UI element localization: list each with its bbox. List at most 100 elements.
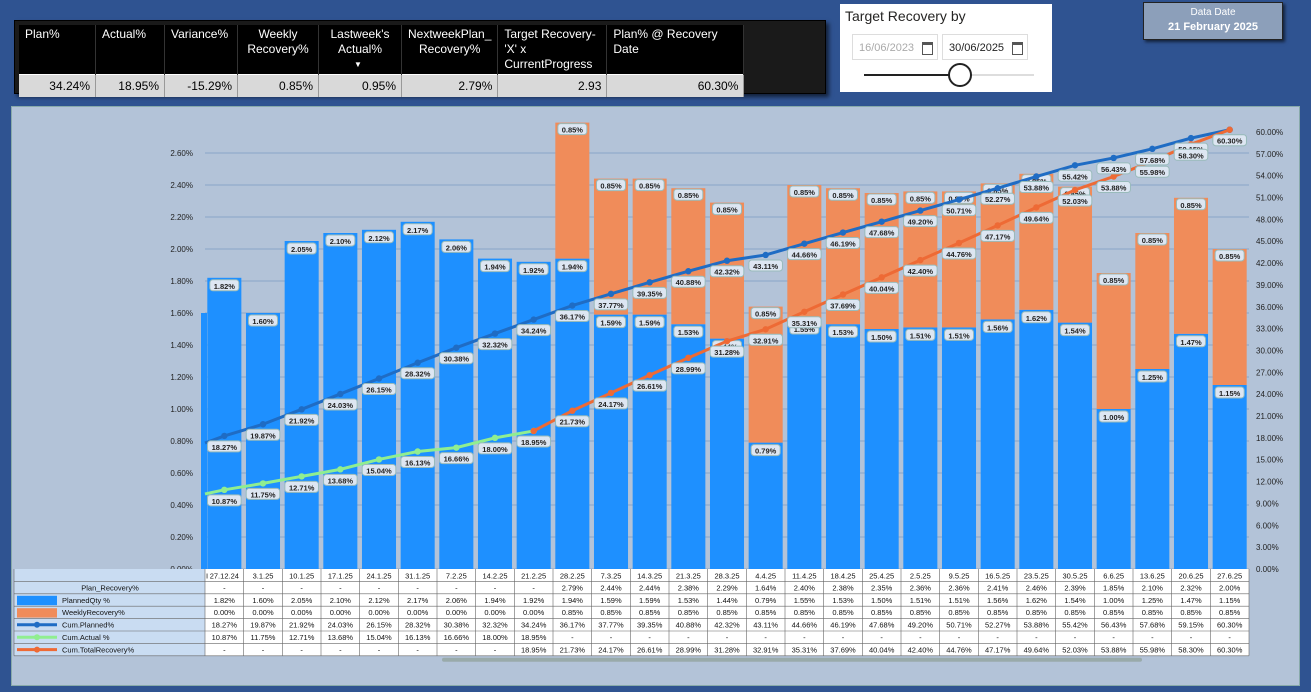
- cum-actual-point[interactable]: [298, 473, 305, 480]
- cum-total-recovery-point[interactable]: [530, 427, 537, 435]
- cum-actual-point[interactable]: [221, 486, 228, 494]
- cum-planned-point[interactable]: [298, 406, 305, 413]
- cum-total-recovery-point[interactable]: [1226, 126, 1233, 133]
- bar-planned-qty[interactable]: [825, 324, 861, 569]
- bar-weekly-recovery[interactable]: [1135, 233, 1170, 369]
- bar-weekly-recovery[interactable]: [1019, 173, 1054, 310]
- cum-planned-point[interactable]: [491, 330, 499, 337]
- kpi-header-actual[interactable]: Actual%: [95, 25, 165, 75]
- cum-planned-point[interactable]: [1071, 162, 1079, 169]
- cum-planned-point[interactable]: [375, 375, 383, 382]
- bar-planned-qty[interactable]: [477, 258, 513, 569]
- cum-planned-point[interactable]: [259, 421, 267, 428]
- cum-planned-point[interactable]: [1187, 134, 1195, 142]
- cum-total-recovery-point[interactable]: [607, 389, 615, 397]
- bar-weekly-recovery[interactable]: [1212, 249, 1247, 385]
- cum-total-recovery-point[interactable]: [1071, 186, 1079, 194]
- cum-planned-point[interactable]: [337, 390, 344, 398]
- cum-planned-point[interactable]: [994, 185, 1001, 192]
- cum-actual-point[interactable]: [491, 434, 499, 442]
- bar-planned-qty[interactable]: [1212, 385, 1247, 569]
- bar-planned-qty[interactable]: [864, 329, 899, 569]
- bar-planned-qty[interactable]: [439, 239, 474, 569]
- cum-total-recovery-point[interactable]: [762, 326, 769, 333]
- cum-planned-point[interactable]: [839, 229, 847, 236]
- cum-planned-point[interactable]: [1033, 173, 1040, 180]
- cum-planned-point[interactable]: [569, 302, 576, 309]
- kpi-header-weekly-recovery[interactable]: Weekly Recovery%: [237, 25, 319, 75]
- bar-planned-qty[interactable]: [632, 314, 667, 569]
- kpi-header-target-recovery[interactable]: Target Recovery-'X' x CurrentProgress: [497, 25, 608, 75]
- bar-planned-qty[interactable]: [941, 327, 977, 569]
- bar-weekly-recovery[interactable]: [864, 193, 899, 329]
- bar-planned-qty[interactable]: [1135, 369, 1170, 569]
- bar-weekly-recovery[interactable]: [1173, 197, 1209, 334]
- cum-planned-point[interactable]: [453, 344, 460, 351]
- bar-weekly-recovery[interactable]: [1096, 273, 1131, 409]
- cum-planned-point[interactable]: [1110, 154, 1117, 162]
- bar-planned-qty[interactable]: [903, 327, 938, 569]
- table-cell: -: [494, 583, 497, 592]
- kpi-header-plan[interactable]: Plan%: [19, 25, 96, 75]
- cum-actual-point[interactable]: [375, 456, 383, 463]
- date-slider-handle[interactable]: [948, 63, 972, 87]
- cum-planned-point[interactable]: [762, 251, 769, 259]
- cum-total-recovery-point[interactable]: [994, 222, 1001, 229]
- cum-total-recovery-point[interactable]: [917, 256, 924, 264]
- bar-weekly-recovery[interactable]: [1057, 186, 1093, 323]
- kpi-header-nextweek-plan[interactable]: NextweekPlan_ Recovery%: [401, 25, 499, 75]
- kpi-header-lastweek-actual[interactable]: Lastweek's Actual% ▼: [318, 25, 402, 75]
- bar-planned-qty[interactable]: [1057, 322, 1093, 569]
- cum-planned-point[interactable]: [685, 268, 692, 275]
- bar-planned-qty[interactable]: [1173, 333, 1209, 569]
- cum-planned-point[interactable]: [607, 290, 615, 298]
- cum-planned-point[interactable]: [723, 257, 731, 264]
- bar-planned-qty[interactable]: [1096, 409, 1131, 569]
- cum-total-recovery-point[interactable]: [569, 407, 576, 414]
- cum-total-recovery-point[interactable]: [685, 354, 692, 362]
- cum-total-recovery-point[interactable]: [646, 371, 653, 379]
- cum-planned-point[interactable]: [530, 316, 537, 323]
- cum-planned-point[interactable]: [801, 240, 808, 247]
- cum-total-recovery-point[interactable]: [839, 291, 847, 298]
- cum-total-recovery-point[interactable]: [1033, 204, 1040, 211]
- kpi-header-plan-at-recovery[interactable]: Plan% @ Recovery Date: [606, 25, 745, 75]
- cum-total-recovery-point[interactable]: [723, 337, 731, 345]
- cum-total-recovery-point[interactable]: [801, 308, 808, 315]
- cum-planned-point[interactable]: [1149, 145, 1156, 153]
- horizontal-scrollbar[interactable]: [442, 657, 1142, 662]
- bar-planned-qty[interactable]: [361, 229, 397, 570]
- cum-actual-point[interactable]: [259, 480, 267, 487]
- sort-descending-icon[interactable]: ▼: [354, 60, 362, 70]
- bar-planned-qty[interactable]: [980, 319, 1015, 569]
- bar-planned-qty[interactable]: [593, 314, 629, 569]
- cum-planned-point[interactable]: [221, 432, 228, 440]
- cum-total-recovery-point[interactable]: [955, 239, 963, 247]
- start-date-input[interactable]: 16/06/2023: [852, 34, 938, 60]
- bar-weekly-recovery[interactable]: [980, 183, 1015, 320]
- cum-total-recovery-point[interactable]: [1110, 173, 1117, 180]
- cum-planned-point[interactable]: [878, 218, 885, 225]
- kpi-header-variance[interactable]: Variance%: [164, 25, 238, 75]
- cum-actual-point[interactable]: [453, 444, 460, 451]
- cum-planned-point[interactable]: [917, 207, 924, 214]
- cum-planned-point[interactable]: [955, 196, 963, 203]
- bar-planned-qty[interactable]: [787, 321, 822, 569]
- bar-planned-qty[interactable]: [516, 261, 551, 569]
- cum-total-recovery-point[interactable]: [878, 274, 885, 281]
- calendar-icon[interactable]: [922, 42, 933, 55]
- cum-actual-point[interactable]: [337, 466, 344, 473]
- bar-planned-qty[interactable]: [748, 442, 783, 569]
- bar-planned-qty[interactable]: [245, 313, 281, 569]
- end-date-input[interactable]: 30/06/2025: [942, 34, 1028, 60]
- bar-planned-qty[interactable]: [207, 277, 242, 569]
- calendar-icon[interactable]: [1012, 42, 1023, 55]
- bar-weekly-recovery[interactable]: [671, 188, 706, 325]
- bar-weekly-recovery[interactable]: [555, 122, 590, 259]
- bar-planned-qty[interactable]: [709, 338, 745, 569]
- bar-planned-qty[interactable]: [1019, 309, 1054, 569]
- bar-planned-qty[interactable]: [400, 221, 435, 570]
- cum-actual-point[interactable]: [414, 448, 421, 455]
- cum-planned-point[interactable]: [414, 359, 421, 366]
- cum-planned-point[interactable]: [646, 279, 653, 286]
